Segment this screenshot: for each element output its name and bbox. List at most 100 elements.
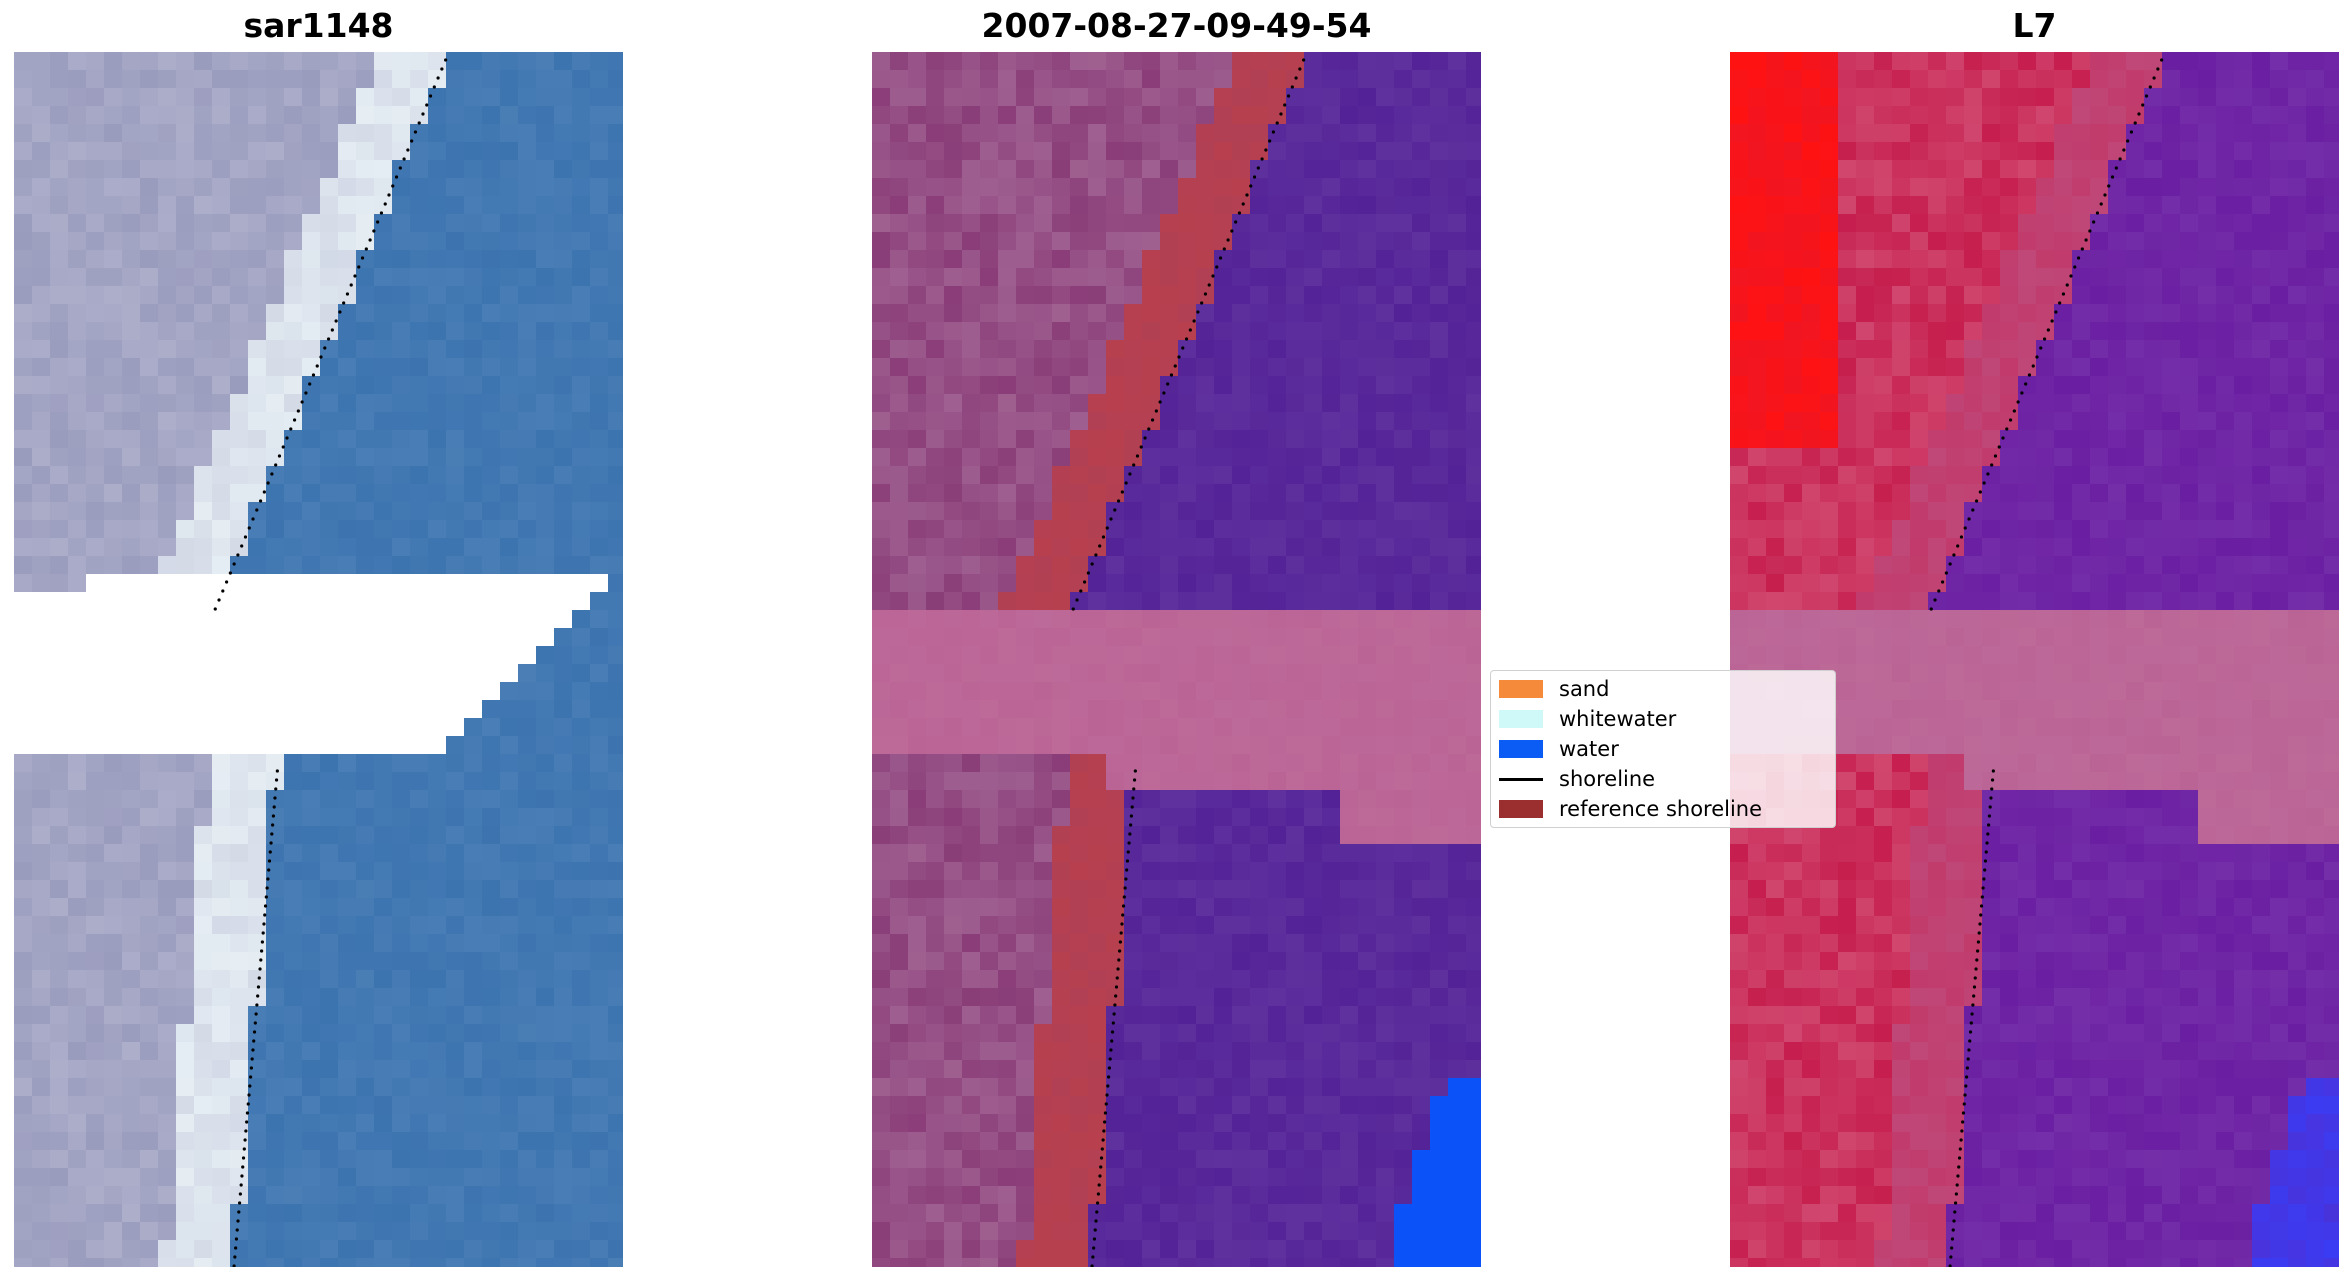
shoreline-point [1972,994,1976,998]
shoreline-point [1951,1228,1955,1232]
shoreline-point [2012,409,2016,413]
shoreline-point [1929,607,1933,611]
shoreline-point [245,1120,249,1124]
shoreline-point [1203,292,1208,296]
shoreline-point [1112,1012,1116,1016]
shoreline-point [1990,787,1994,791]
shoreline-point [260,949,264,953]
shoreline-point [2080,247,2084,251]
shoreline-point [242,1147,246,1151]
shoreline-point [224,580,229,584]
shoreline-point [2061,292,2066,296]
shoreline-point [1125,868,1129,872]
shoreline-point [1132,463,1136,467]
shoreline-point [2133,121,2137,125]
shoreline-point [421,112,425,116]
shoreline-point [1162,391,1166,395]
shoreline-point [254,1012,258,1016]
shoreline-point [1954,1192,1958,1196]
shoreline-point [267,868,271,872]
shoreline-point [1971,508,1975,512]
shoreline-point [357,265,361,269]
shoreline-point [1173,364,1177,368]
shoreline-point [1952,1219,1956,1223]
shoreline-point [1957,1156,1962,1160]
shoreline-point [1944,571,1948,575]
legend-label-reference-shoreline: reference shoreline [1559,797,1763,821]
shoreline-point [1119,931,1123,935]
shoreline-point [1122,895,1126,899]
shoreline-point [1121,904,1126,908]
shoreline-point [1982,481,1986,485]
shoreline-point [1121,913,1125,917]
shoreline-point [1963,1093,1967,1097]
shoreline-point [1937,589,1941,593]
shoreline-point [2122,148,2126,152]
shoreline-point [262,922,266,926]
legend-item-shoreline: shoreline [1499,765,1655,793]
shoreline-point [1177,355,1181,359]
shoreline-point [1075,598,1079,602]
shoreline-point [345,292,350,296]
shoreline-point [1139,445,1143,449]
legend-item-whitewater: whitewater [1499,705,1676,733]
shoreline-point [349,283,353,287]
shoreline-point [266,877,270,881]
shoreline-point [277,454,282,458]
shoreline-point [1113,508,1117,512]
shoreline-point [240,1174,244,1178]
shoreline-point [1237,211,1242,215]
shoreline-point [1963,526,1967,530]
shoreline-point [1260,157,1264,161]
shoreline-point [2110,175,2115,179]
shoreline-point [1965,1066,1969,1070]
shoreline-point [394,175,399,179]
shoreline-point [267,859,272,863]
legend: sand whitewater water shoreline referenc… [1490,670,1836,828]
shoreline-point [1986,832,1990,836]
shoreline-point [1967,517,1971,521]
shoreline-point [1109,517,1113,521]
shoreline-point [1092,1246,1096,1250]
shoreline-point [2092,220,2096,224]
shoreline-point [1983,859,1988,863]
shoreline-point [2148,85,2152,89]
shoreline-point [1104,1102,1108,1106]
shoreline-point [1966,1057,1970,1061]
shoreline-point [1971,1003,1975,1007]
legend-label-shoreline: shoreline [1559,767,1656,791]
shoreline-point [247,1093,251,1097]
shoreline-point [1131,796,1135,800]
shoreline-point [1302,58,1306,62]
shoreline-point [1111,1021,1115,1025]
shoreline-point [245,1111,250,1115]
shoreline-point [264,895,268,899]
shoreline-point [338,310,342,314]
shoreline-point [2065,283,2069,287]
shoreline-point [240,544,244,548]
shoreline-point [1252,175,1257,179]
shoreline-point [1082,580,1087,584]
shoreline-point [1094,553,1098,557]
shoreline-point [1958,1147,1962,1151]
shoreline-point [1964,1084,1968,1088]
shoreline-point [2054,310,2058,314]
shoreline-point [1290,85,1294,89]
sand-swatch [1499,680,1543,698]
shoreline-point [265,886,269,890]
shoreline-point [263,913,267,917]
shoreline-point [1950,1246,1954,1250]
shoreline-point [1268,139,1272,143]
shoreline-point [1990,778,1995,782]
shoreline-point [1125,859,1130,863]
shoreline-point [243,535,248,539]
shoreline-point [1123,886,1127,890]
shoreline-point [2156,67,2160,71]
shoreline-point [2050,319,2054,323]
shoreline-point [417,121,421,125]
shoreline-point [1095,1201,1100,1205]
shoreline-point [1215,265,1219,269]
shoreline-point [2020,391,2024,395]
shoreline-point [1092,1237,1097,1241]
shoreline-point [289,427,293,431]
